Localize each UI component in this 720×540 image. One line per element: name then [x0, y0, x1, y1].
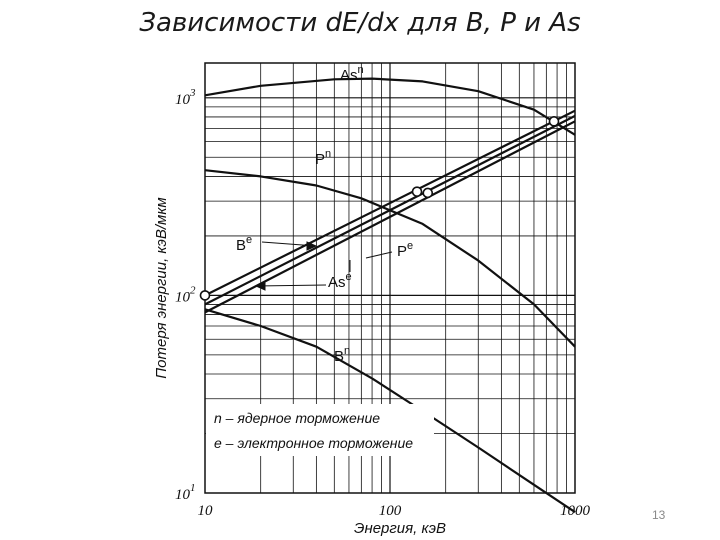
series-line-B_n	[204, 308, 576, 514]
crossing-point	[422, 187, 434, 199]
series-label-B-n: Bn	[334, 345, 350, 365]
crossing-points	[199, 116, 560, 301]
legend-item-nuclear: n – ядерное торможение	[214, 410, 380, 426]
series-line-P_e	[204, 114, 576, 306]
series-label-P-e: Pe	[397, 240, 413, 260]
chart-grid	[205, 63, 575, 493]
x-axis-title: Энергия, кэВ	[354, 520, 446, 537]
y-tick-label: 101	[175, 482, 196, 503]
series-label-As-n: Asn	[340, 64, 364, 84]
series-label-B-e: Be	[236, 234, 252, 254]
crossing-point	[548, 116, 560, 127]
series-line-P_n	[204, 169, 576, 348]
series-line-B_e	[204, 109, 576, 297]
x-tick-label: 10	[198, 503, 214, 519]
y-axis-title: Потеря энергии, кэВ/мкм	[153, 197, 170, 378]
crossing-point	[411, 186, 423, 197]
slide-title: Зависимости dE/dx для B, P и As	[139, 8, 581, 38]
x-tick-label: 100	[379, 503, 402, 519]
series-label-As-e: Ase	[328, 271, 352, 291]
series-label-P-n: Pn	[315, 148, 331, 168]
series-line-As_e	[204, 120, 576, 314]
tick-labels: 10 100 1000 101 102 103	[175, 87, 591, 519]
plot-frame	[204, 62, 576, 494]
series-layer	[204, 77, 576, 514]
page-number: 13	[652, 508, 666, 522]
legend-box	[206, 404, 434, 456]
series-line-As_n	[204, 77, 576, 136]
label-arrows	[254, 241, 393, 291]
x-tick-label: 1000	[560, 503, 591, 519]
y-tick-label: 102	[175, 284, 196, 305]
crossing-point	[199, 290, 211, 301]
legend-item-electronic: e – электронное торможение	[214, 435, 413, 451]
y-tick-label: 103	[175, 87, 196, 108]
